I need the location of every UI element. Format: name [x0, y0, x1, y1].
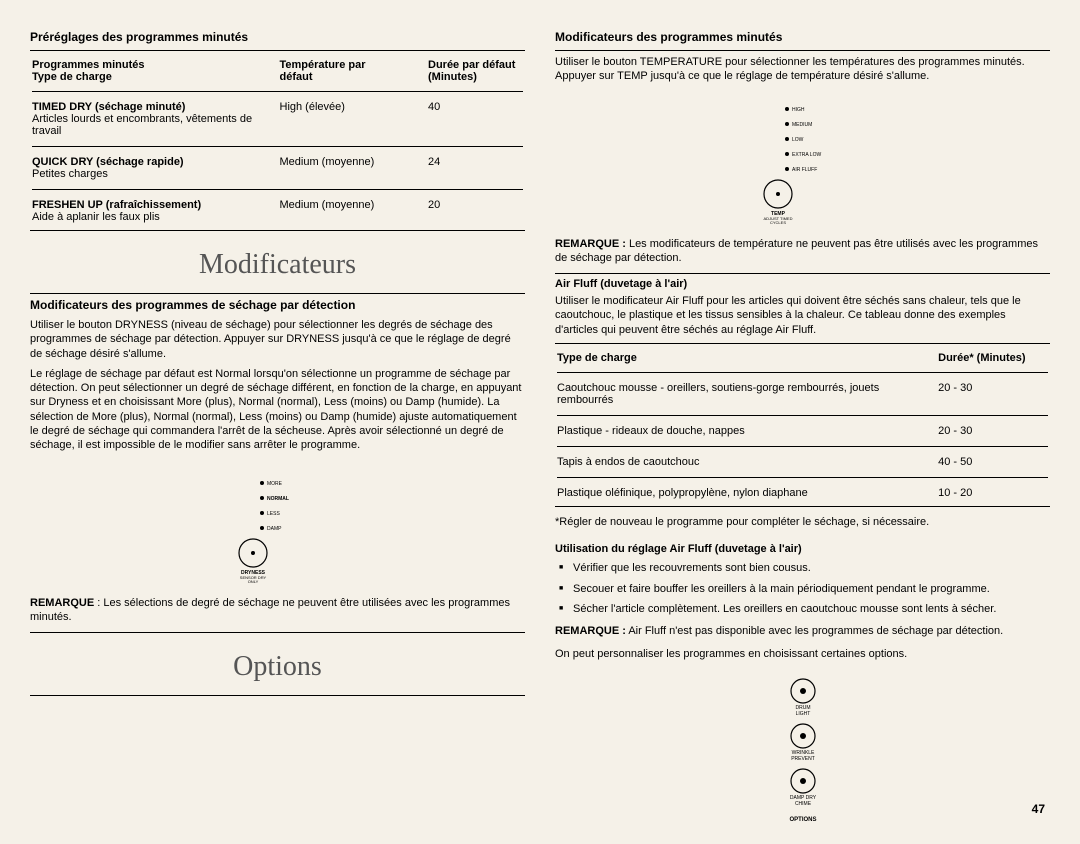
left-column: Préréglages des programmes minutés Progr…: [30, 30, 525, 844]
usage-list: Vérifier que les recouvrements sont bien…: [555, 561, 1050, 616]
table-row: FRESHEN UP (rafraîchissement)Aide à apla…: [30, 196, 525, 226]
svg-text:AIR FLUFF: AIR FLUFF: [792, 167, 817, 173]
divider: [555, 50, 1050, 51]
divider: [555, 506, 1050, 507]
page-number: 47: [1032, 802, 1045, 816]
list-item: Secouer et faire bouffer les oreillers à…: [555, 582, 1050, 596]
svg-text:DAMP: DAMP: [267, 526, 282, 532]
table-row: Tapis à endos de caoutchouc40 - 50: [555, 453, 1050, 471]
th-prog: Programmes minutésType de charge: [30, 55, 278, 85]
divider: [555, 273, 1050, 274]
divider: [555, 343, 1050, 344]
svg-text:ONLY: ONLY: [247, 579, 258, 583]
remarque-3: REMARQUE : Air Fluff n'est pas disponibl…: [555, 624, 1050, 638]
paragraph: Utiliser le bouton TEMPERATURE pour séle…: [555, 55, 1050, 84]
list-item: Sécher l'article complètement. Les oreil…: [555, 602, 1050, 616]
airfluff-title: Air Fluff (duvetage à l'air): [555, 278, 1050, 290]
airfluff-footnote: *Régler de nouveau le programme pour com…: [555, 515, 1050, 529]
divider: [30, 50, 525, 51]
remarque-1: REMARQUE : Les sélections de degré de sé…: [30, 596, 525, 625]
svg-text:PREVENT: PREVENT: [791, 756, 815, 762]
th-dur: Durée* (Minutes): [936, 348, 1050, 366]
temp-dial-diagram: TEMP ADJUST TIMED CYCLES HIGH MEDIUM LOW…: [555, 94, 1050, 227]
table-row: Caoutchouc mousse - oreillers, soutiens-…: [555, 379, 1050, 409]
table-row: QUICK DRY (séchage rapide)Petites charge…: [30, 153, 525, 183]
th-dur: Durée par défaut(Minutes): [426, 55, 525, 85]
divider: [30, 632, 525, 633]
modif-minutes-title: Modificateurs des programmes minutés: [555, 30, 1050, 44]
usage-title: Utilisation du réglage Air Fluff (duveta…: [555, 543, 1050, 555]
dryness-dial-diagram: DRYNESS SENSOR DRY ONLY MORE NORMAL LESS…: [30, 463, 525, 586]
svg-text:MORE: MORE: [267, 481, 283, 487]
th-temp: Température pardéfaut: [278, 55, 427, 85]
svg-text:OPTIONS: OPTIONS: [789, 817, 816, 823]
table-row: Plastique oléfinique, polypropylène, nyl…: [555, 484, 1050, 502]
paragraph: Utiliser le bouton DRYNESS (niveau de sé…: [30, 318, 525, 361]
svg-text:LIGHT: LIGHT: [795, 711, 810, 717]
table-row: TIMED DRY (séchage minuté)Articles lourd…: [30, 98, 525, 140]
list-item: Vérifier que les recouvrements sont bien…: [555, 561, 1050, 575]
right-column: Modificateurs des programmes minutés Uti…: [555, 30, 1050, 844]
paragraph: Utiliser le modificateur Air Fluff pour …: [555, 294, 1050, 337]
modif-detection-title: Modificateurs des programmes de séchage …: [30, 298, 525, 312]
svg-text:CYCLES: CYCLES: [769, 220, 785, 224]
custom-text: On peut personnaliser les programmes en …: [555, 647, 1050, 661]
modificateurs-heading: Modificateurs: [30, 249, 525, 281]
divider: [30, 230, 525, 231]
svg-text:NORMAL: NORMAL: [267, 496, 289, 502]
table-row: Plastique - rideaux de douche, nappes20 …: [555, 422, 1050, 440]
svg-text:LESS: LESS: [267, 511, 280, 517]
svg-text:LOW: LOW: [792, 137, 804, 143]
svg-text:MEDIUM: MEDIUM: [792, 122, 812, 128]
paragraph: Le réglage de séchage par défaut est Nor…: [30, 367, 525, 453]
svg-text:EXTRA LOW: EXTRA LOW: [792, 152, 821, 158]
svg-text:HIGH: HIGH: [792, 107, 805, 113]
options-heading: Options: [30, 651, 525, 683]
airfluff-table: Type de charge Durée* (Minutes) Caoutcho…: [555, 348, 1050, 502]
divider: [30, 293, 525, 294]
svg-text:CHIME: CHIME: [794, 801, 811, 807]
th-type: Type de charge: [555, 348, 936, 366]
remarque-2: REMARQUE : Les modificateurs de températ…: [555, 237, 1050, 266]
presets-table: Programmes minutésType de charge Tempéra…: [30, 55, 525, 226]
presets-title: Préréglages des programmes minutés: [30, 30, 525, 44]
options-buttons-diagram: DRUM LIGHT WRINKLE PREVENT DAMP DRY CHIM…: [555, 671, 1050, 834]
divider: [30, 695, 525, 696]
